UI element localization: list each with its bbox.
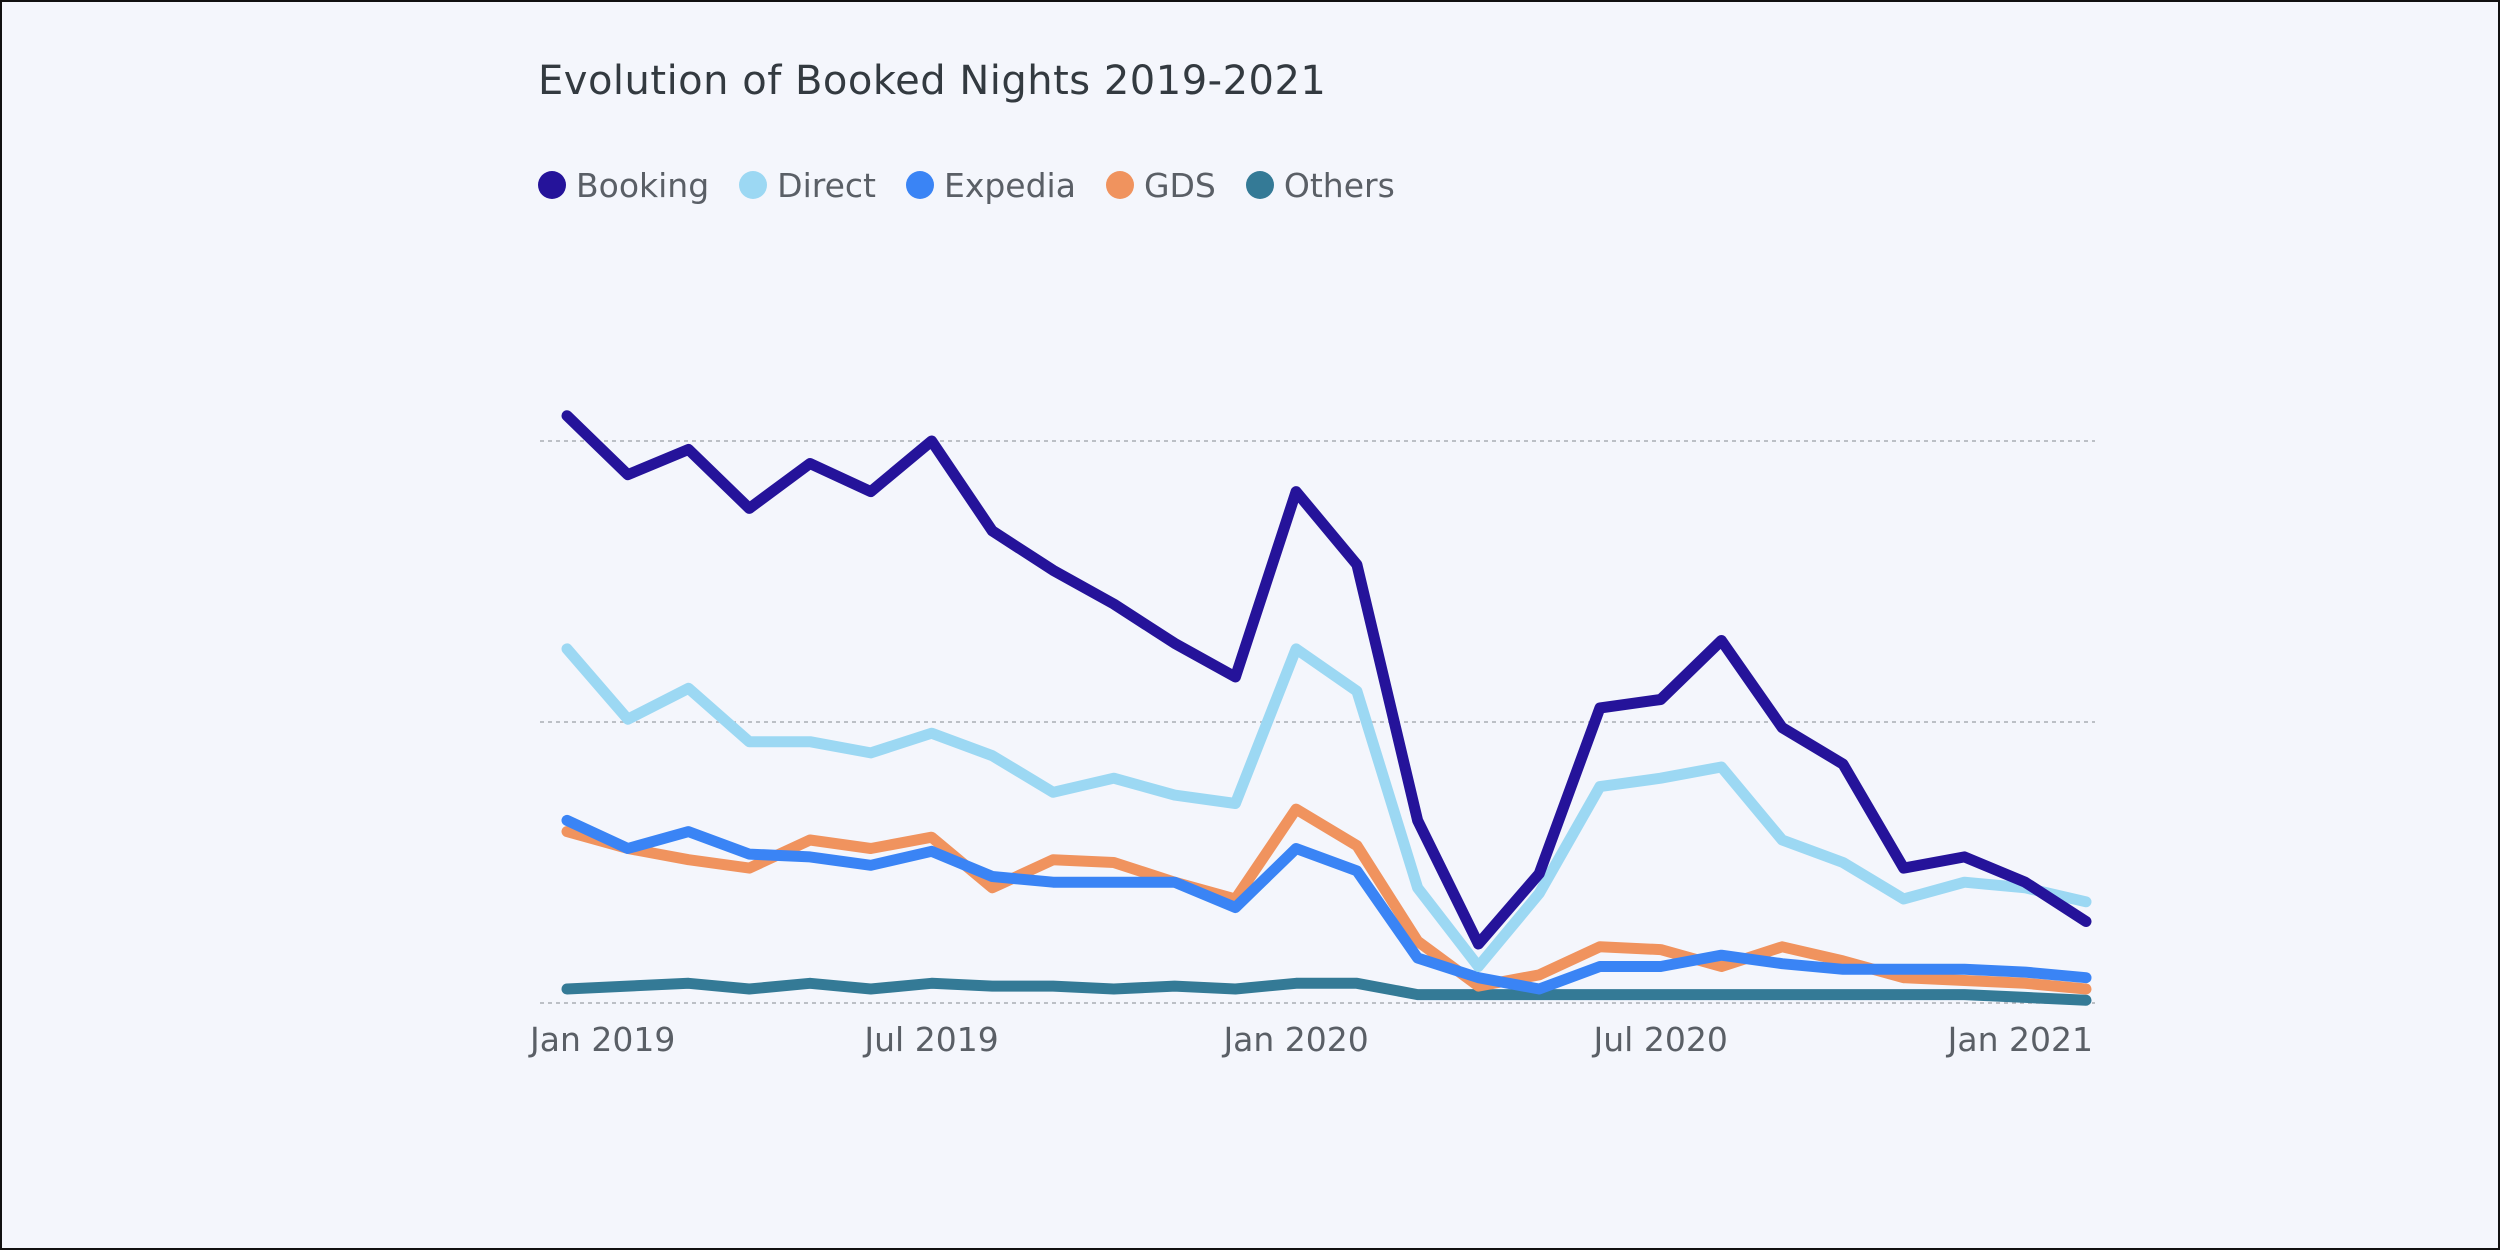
series-line-direct: [561, 643, 2092, 972]
chart-legend: Booking Direct Expedia GDS Others: [538, 160, 1425, 210]
legend-marker: [1245, 171, 1274, 199]
series-line-booking: [561, 410, 2092, 950]
x-tick-label: Jul 2019: [862, 1020, 998, 1059]
legend-label: GDS: [1143, 165, 1216, 205]
x-tick-label: Jan 2021: [1946, 1020, 2093, 1059]
x-tick-label: Jan 2020: [1221, 1020, 1368, 1059]
x-tick-label: Jul 2020: [1592, 1020, 1728, 1059]
legend-label: Booking: [576, 165, 710, 205]
legend-label: Expedia: [943, 165, 1076, 205]
legend-marker: [905, 171, 934, 199]
series-line-gds: [561, 803, 2092, 995]
legend-item-direct: Direct: [739, 166, 876, 205]
series-line-expedia: [561, 814, 2092, 995]
x-tick-label: Jan 2019: [528, 1020, 675, 1059]
legend-item-gds: GDS: [1105, 165, 1216, 205]
legend-marker: [1105, 171, 1134, 199]
legend-item-booking: Booking: [538, 166, 709, 205]
legend-label: Direct: [777, 165, 876, 205]
chart-title: Evolution of Booked Nights 2019-2021: [538, 58, 1327, 104]
legend-marker: [538, 171, 566, 199]
legend-marker: [739, 171, 768, 199]
legend-item-others: Others: [1245, 165, 1395, 205]
legend-label: Others: [1283, 165, 1395, 205]
series-line-others: [561, 977, 2092, 1006]
legend-item-expedia: Expedia: [905, 165, 1076, 205]
